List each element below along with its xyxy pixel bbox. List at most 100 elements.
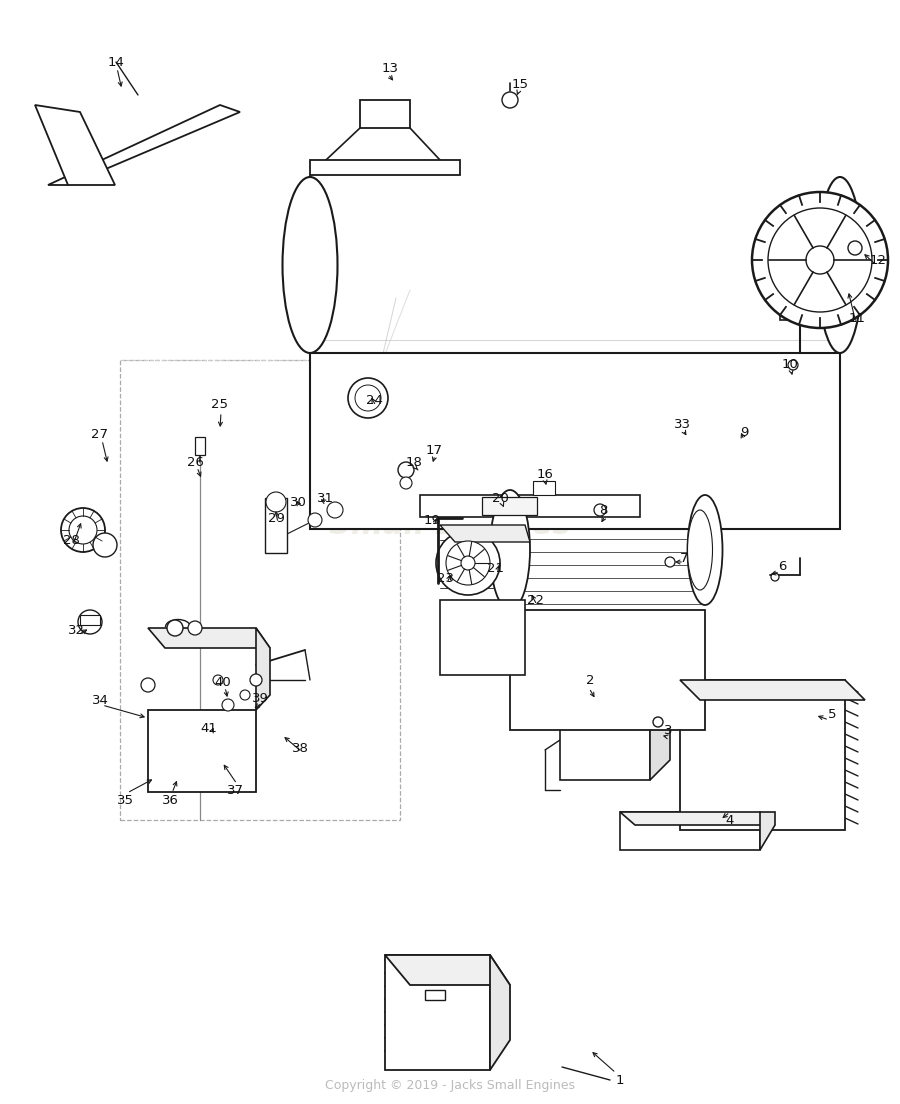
Text: 13: 13 — [382, 62, 399, 74]
Polygon shape — [620, 813, 760, 850]
Circle shape — [400, 477, 412, 489]
Text: 8: 8 — [598, 503, 608, 517]
Polygon shape — [48, 105, 240, 185]
Circle shape — [141, 678, 155, 692]
Circle shape — [188, 620, 202, 635]
Ellipse shape — [688, 510, 713, 590]
Circle shape — [240, 690, 250, 700]
Text: 40: 40 — [214, 676, 231, 689]
Text: 22: 22 — [526, 594, 544, 606]
Polygon shape — [490, 955, 510, 1070]
Text: 34: 34 — [92, 693, 108, 707]
Circle shape — [308, 513, 322, 527]
Circle shape — [266, 492, 286, 512]
Text: 3: 3 — [664, 723, 672, 736]
Circle shape — [806, 246, 834, 274]
Text: 19: 19 — [424, 513, 440, 527]
Circle shape — [222, 699, 234, 711]
Polygon shape — [650, 700, 670, 781]
Text: 23: 23 — [436, 572, 454, 584]
Bar — [440, 599, 525, 675]
Ellipse shape — [490, 490, 530, 611]
Text: 36: 36 — [162, 794, 178, 807]
Ellipse shape — [817, 177, 862, 353]
Ellipse shape — [688, 495, 723, 605]
Text: 10: 10 — [781, 359, 798, 372]
Text: 41: 41 — [201, 722, 218, 734]
Text: 39: 39 — [252, 691, 268, 704]
Circle shape — [61, 508, 105, 552]
Circle shape — [771, 573, 779, 581]
Polygon shape — [560, 700, 650, 781]
Circle shape — [348, 378, 388, 418]
Text: 15: 15 — [511, 77, 528, 91]
Circle shape — [461, 556, 475, 570]
Circle shape — [848, 241, 862, 255]
Bar — [120, 360, 400, 820]
Text: Small Engines: Small Engines — [329, 510, 571, 540]
Polygon shape — [385, 955, 510, 985]
Polygon shape — [680, 680, 865, 700]
Bar — [533, 481, 555, 495]
Circle shape — [69, 516, 97, 544]
Bar — [680, 680, 845, 830]
Text: 4: 4 — [725, 814, 734, 827]
Circle shape — [355, 385, 381, 411]
Polygon shape — [360, 100, 410, 128]
Polygon shape — [560, 700, 670, 720]
Polygon shape — [760, 813, 775, 850]
Circle shape — [752, 192, 888, 328]
Circle shape — [768, 208, 872, 312]
Polygon shape — [148, 628, 270, 648]
Circle shape — [653, 716, 663, 728]
Text: 17: 17 — [426, 444, 443, 456]
Circle shape — [594, 505, 606, 516]
Bar — [80, 615, 100, 625]
Text: 11: 11 — [849, 311, 866, 325]
Text: Copyright © 2019 - Jacks Small Engines: Copyright © 2019 - Jacks Small Engines — [325, 1079, 575, 1092]
Bar — [420, 495, 640, 517]
Bar — [482, 497, 537, 514]
Ellipse shape — [283, 177, 338, 353]
Circle shape — [93, 533, 117, 558]
Circle shape — [250, 675, 262, 686]
Polygon shape — [425, 990, 445, 1000]
Text: 18: 18 — [406, 456, 422, 469]
Polygon shape — [310, 160, 460, 176]
Text: 14: 14 — [108, 55, 124, 68]
Text: 32: 32 — [68, 624, 85, 637]
Polygon shape — [780, 300, 820, 320]
Bar — [510, 611, 705, 730]
Circle shape — [446, 541, 490, 585]
Circle shape — [665, 558, 675, 567]
Text: 27: 27 — [92, 428, 109, 442]
Text: 25: 25 — [211, 399, 228, 412]
Text: JACKS: JACKS — [362, 454, 538, 506]
Text: 2: 2 — [586, 673, 594, 687]
Polygon shape — [440, 526, 530, 542]
Circle shape — [167, 620, 183, 636]
Polygon shape — [35, 105, 115, 185]
Circle shape — [398, 461, 414, 478]
Polygon shape — [620, 813, 775, 825]
Text: 12: 12 — [869, 254, 886, 266]
Bar — [148, 710, 256, 792]
Text: 9: 9 — [740, 425, 748, 438]
Text: 1: 1 — [616, 1073, 625, 1086]
Circle shape — [213, 675, 223, 684]
Bar — [310, 353, 840, 529]
Circle shape — [327, 502, 343, 518]
Text: 28: 28 — [63, 533, 79, 546]
Text: 26: 26 — [186, 456, 203, 468]
Bar — [265, 498, 287, 553]
Text: 35: 35 — [116, 794, 133, 807]
Text: 31: 31 — [317, 491, 334, 505]
Text: 37: 37 — [227, 784, 244, 796]
Text: 16: 16 — [536, 468, 554, 481]
Bar — [195, 437, 205, 455]
Text: 38: 38 — [292, 742, 309, 754]
Text: 5: 5 — [828, 709, 836, 722]
Circle shape — [436, 531, 500, 595]
Text: 29: 29 — [267, 511, 284, 524]
Circle shape — [502, 92, 518, 108]
